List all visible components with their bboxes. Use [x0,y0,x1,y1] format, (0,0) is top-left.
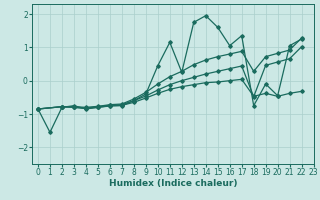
X-axis label: Humidex (Indice chaleur): Humidex (Indice chaleur) [108,179,237,188]
